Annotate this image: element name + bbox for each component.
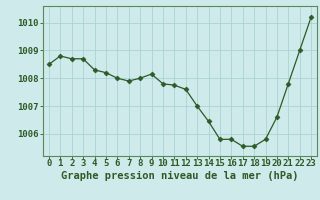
X-axis label: Graphe pression niveau de la mer (hPa): Graphe pression niveau de la mer (hPa) — [61, 171, 299, 181]
